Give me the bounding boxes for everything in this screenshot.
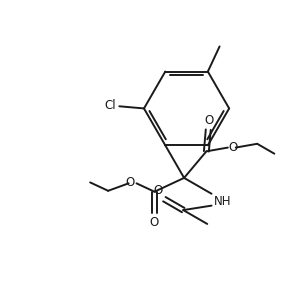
Text: O: O [153,184,162,197]
Text: Cl: Cl [105,99,116,112]
Text: O: O [205,114,214,127]
Text: O: O [229,141,238,154]
Text: NH: NH [213,195,231,208]
Text: O: O [150,216,159,230]
Text: O: O [125,176,135,189]
